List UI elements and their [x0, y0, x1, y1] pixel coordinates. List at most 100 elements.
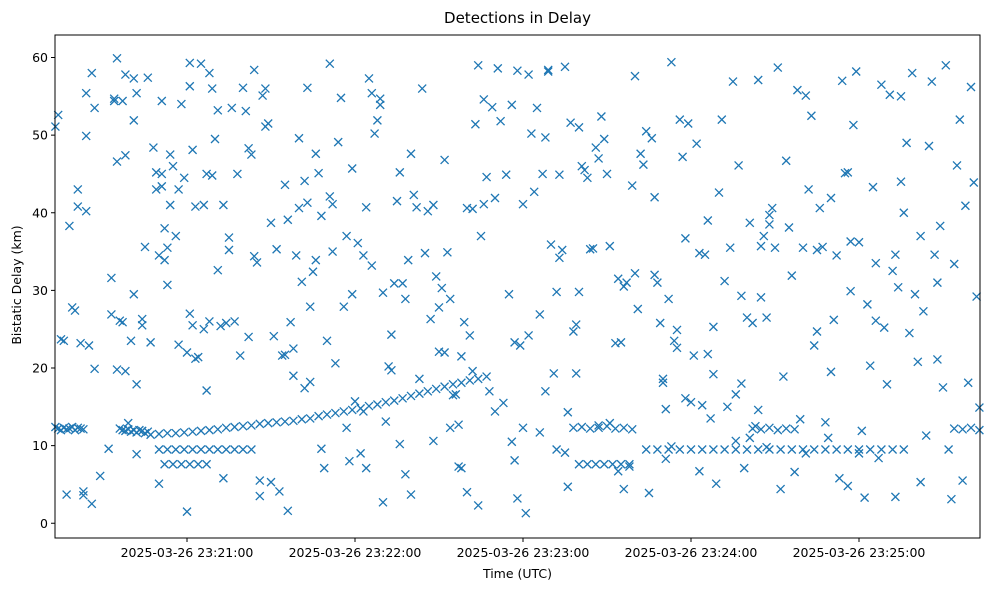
data-point-marker: [255, 476, 265, 486]
data-point-marker: [356, 448, 366, 458]
data-point-marker: [896, 91, 906, 101]
data-point-marker: [204, 68, 214, 78]
data-point-marker: [686, 445, 696, 454]
data-point-marker: [801, 91, 811, 101]
data-point-marker: [594, 153, 604, 163]
data-point-marker: [473, 374, 483, 384]
data-point-marker: [361, 202, 371, 212]
data-point-marker: [160, 459, 170, 469]
data-point-marker: [168, 161, 178, 171]
data-point-marker: [652, 278, 662, 288]
data-point-marker: [350, 396, 360, 406]
data-point-marker: [683, 119, 693, 128]
data-point-marker: [692, 139, 702, 149]
data-point-marker: [118, 317, 128, 327]
data-point-marker: [790, 467, 800, 477]
data-point-marker: [468, 204, 478, 214]
data-point-marker: [619, 423, 629, 433]
data-point-marker: [456, 351, 466, 361]
chart-title: Detections in Delay: [444, 9, 591, 27]
data-point-marker: [722, 402, 732, 412]
data-point-marker: [658, 378, 668, 388]
data-point-marker: [526, 129, 536, 139]
data-point-marker: [868, 182, 878, 192]
data-point-marker: [664, 294, 674, 304]
data-point-marker: [372, 115, 382, 125]
data-point-marker: [53, 110, 63, 120]
data-point-marker: [717, 115, 727, 125]
data-point-marker: [151, 185, 161, 194]
data-point-marker: [938, 382, 948, 392]
data-point-marker: [263, 119, 273, 128]
data-point-marker: [182, 348, 192, 357]
x-axis-label: Time (UTC): [482, 566, 552, 581]
data-markers: [50, 53, 984, 518]
data-point-marker: [246, 445, 256, 454]
data-point-marker: [669, 336, 679, 346]
data-point-marker: [832, 250, 842, 260]
data-point-marker: [151, 167, 161, 177]
data-point-marker: [106, 309, 116, 319]
data-point-marker: [202, 459, 212, 469]
data-point-marker: [322, 336, 332, 346]
data-point-marker: [619, 282, 629, 291]
data-point-marker: [347, 405, 357, 415]
data-point-marker: [87, 68, 97, 78]
data-point-marker: [188, 445, 198, 454]
data-point-marker: [571, 320, 581, 329]
data-point-marker: [512, 66, 522, 76]
data-point-marker: [451, 389, 461, 399]
data-point-marker: [420, 248, 430, 258]
data-point-marker: [193, 352, 203, 362]
data-point-marker: [70, 306, 80, 316]
data-point-marker: [476, 231, 486, 241]
data-point-marker: [431, 384, 441, 394]
data-point-marker: [591, 459, 601, 469]
data-point-marker: [154, 429, 164, 439]
data-point-marker: [826, 367, 836, 377]
data-point-marker: [84, 341, 94, 350]
data-point-marker: [370, 129, 380, 139]
data-point-marker: [392, 196, 402, 206]
data-point-marker: [658, 374, 668, 384]
data-point-marker: [874, 453, 884, 463]
data-point-marker: [221, 318, 231, 328]
data-point-marker: [543, 65, 553, 75]
data-point-marker: [728, 77, 738, 87]
data-point-marker: [468, 366, 478, 376]
data-point-marker: [330, 358, 340, 368]
data-point-marker: [280, 180, 290, 190]
data-point-marker: [745, 433, 755, 443]
data-point-marker: [78, 486, 88, 496]
data-point-marker: [913, 357, 923, 367]
data-point-marker: [482, 172, 492, 182]
data-point-marker: [238, 445, 248, 454]
data-point-marker: [515, 341, 525, 350]
data-point-marker: [675, 445, 685, 454]
data-point-marker: [636, 149, 646, 159]
data-point-marker: [535, 427, 545, 437]
data-point-marker: [479, 94, 489, 104]
data-point-marker: [266, 218, 276, 228]
data-point-marker: [213, 265, 223, 275]
data-point-marker: [955, 115, 965, 125]
data-point-marker: [134, 425, 144, 435]
data-point-marker: [283, 506, 293, 516]
data-point-marker: [778, 372, 788, 382]
y-tick-label: 0: [40, 516, 48, 531]
data-point-marker: [490, 407, 500, 416]
data-point-marker: [76, 424, 86, 434]
data-point-marker: [577, 161, 587, 171]
data-point-marker: [843, 445, 853, 454]
data-point-marker: [286, 317, 296, 327]
data-point-marker: [750, 421, 760, 431]
data-point-marker: [118, 96, 128, 106]
data-point-marker: [820, 417, 830, 427]
data-point-marker: [697, 400, 707, 410]
data-point-marker: [140, 428, 150, 438]
data-point-marker: [372, 400, 382, 409]
data-point-marker: [417, 84, 427, 94]
data-point-marker: [888, 266, 898, 276]
data-point-marker: [518, 199, 528, 209]
x-axis-ticks: 2025-03-26 23:21:00 2025-03-26 23:22:00 20…: [121, 538, 925, 560]
